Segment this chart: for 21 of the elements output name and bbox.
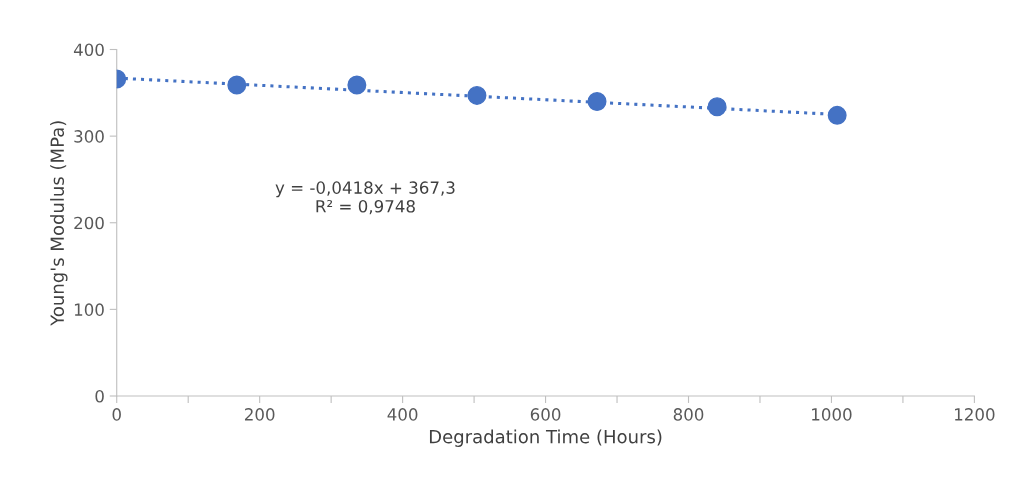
x-tick-label: 200 [244, 408, 275, 421]
y-tick-label: 100 [74, 303, 104, 316]
x-tick-label: 1000 [812, 408, 852, 421]
x-tick-label: 800 [673, 408, 704, 421]
point [467, 85, 487, 105]
point [347, 75, 367, 95]
point [707, 97, 727, 117]
y-tick-label: 0 [95, 389, 104, 403]
y-tick-label: 200 [74, 216, 104, 230]
annotation: y = -0,0418x + 367,3 R² = 0,9748 [275, 181, 455, 215]
point [827, 105, 847, 125]
x-axis-title: Degradation Time (Hours) [429, 429, 662, 447]
x-tick-label: 600 [530, 408, 561, 421]
x-tick-label: 400 [387, 408, 418, 421]
point [227, 75, 247, 95]
y-tick-label: 300 [74, 130, 104, 143]
y-axis-title: Young's Modulus (MPa) [50, 121, 68, 326]
x-tick-label: 0 [112, 408, 121, 421]
point [587, 91, 607, 111]
y-tick-label: 400 [73, 43, 104, 57]
x-tick-label: 1200 [955, 408, 995, 421]
